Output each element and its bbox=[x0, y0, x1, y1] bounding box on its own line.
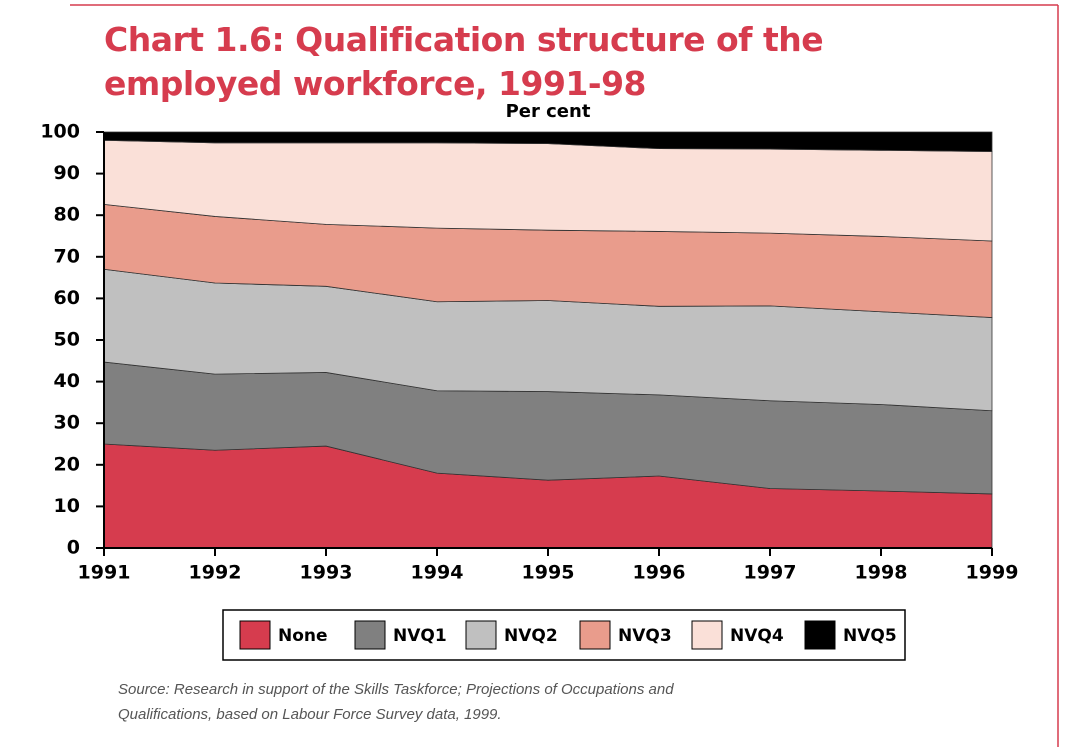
legend-swatch bbox=[691, 620, 723, 650]
x-tick-label: 1998 bbox=[855, 562, 908, 584]
x-tick-label: 1995 bbox=[522, 562, 575, 584]
y-tick-label: 50 bbox=[54, 329, 80, 351]
x-tick-label: 1991 bbox=[78, 562, 131, 584]
y-axis-label: Per cent bbox=[506, 101, 591, 122]
y-tick-label: 30 bbox=[54, 412, 80, 434]
x-tick-label: 1992 bbox=[189, 562, 242, 584]
legend-swatch bbox=[239, 620, 271, 650]
x-tick-label: 1997 bbox=[744, 562, 797, 584]
chart-title: Chart 1.6: Qualification structure of th… bbox=[104, 20, 824, 103]
legend-label: NVQ5 bbox=[843, 626, 897, 646]
source-note: Source: Research in support of the Skill… bbox=[118, 681, 674, 723]
legend-box bbox=[222, 609, 906, 661]
y-tick-label: 10 bbox=[54, 495, 80, 517]
legend-label: NVQ2 bbox=[504, 626, 558, 646]
legend-label: NVQ3 bbox=[618, 626, 672, 646]
y-tick-label: 0 bbox=[67, 537, 80, 559]
y-tick-label: 90 bbox=[54, 162, 80, 184]
x-tick-label: 1993 bbox=[300, 562, 353, 584]
x-tick-label: 1994 bbox=[411, 562, 464, 584]
legend-label: NVQ4 bbox=[730, 626, 784, 646]
area bbox=[103, 131, 993, 152]
y-tick-label: 40 bbox=[54, 370, 80, 392]
legend-label: None bbox=[278, 626, 328, 646]
y-tick-label: 80 bbox=[54, 204, 80, 226]
legend-label: NVQ1 bbox=[393, 626, 447, 646]
legend-swatch bbox=[354, 620, 386, 650]
legend-swatch bbox=[579, 620, 611, 650]
y-tick-label: 20 bbox=[54, 453, 80, 475]
y-tick-label: 70 bbox=[54, 245, 80, 267]
legend-swatch bbox=[465, 620, 497, 650]
y-tick-label: 100 bbox=[40, 121, 80, 143]
x-tick-label: 1999 bbox=[966, 562, 1019, 584]
legend-swatch bbox=[804, 620, 836, 650]
x-tick-label: 1996 bbox=[633, 562, 686, 584]
y-tick-label: 60 bbox=[54, 287, 80, 309]
